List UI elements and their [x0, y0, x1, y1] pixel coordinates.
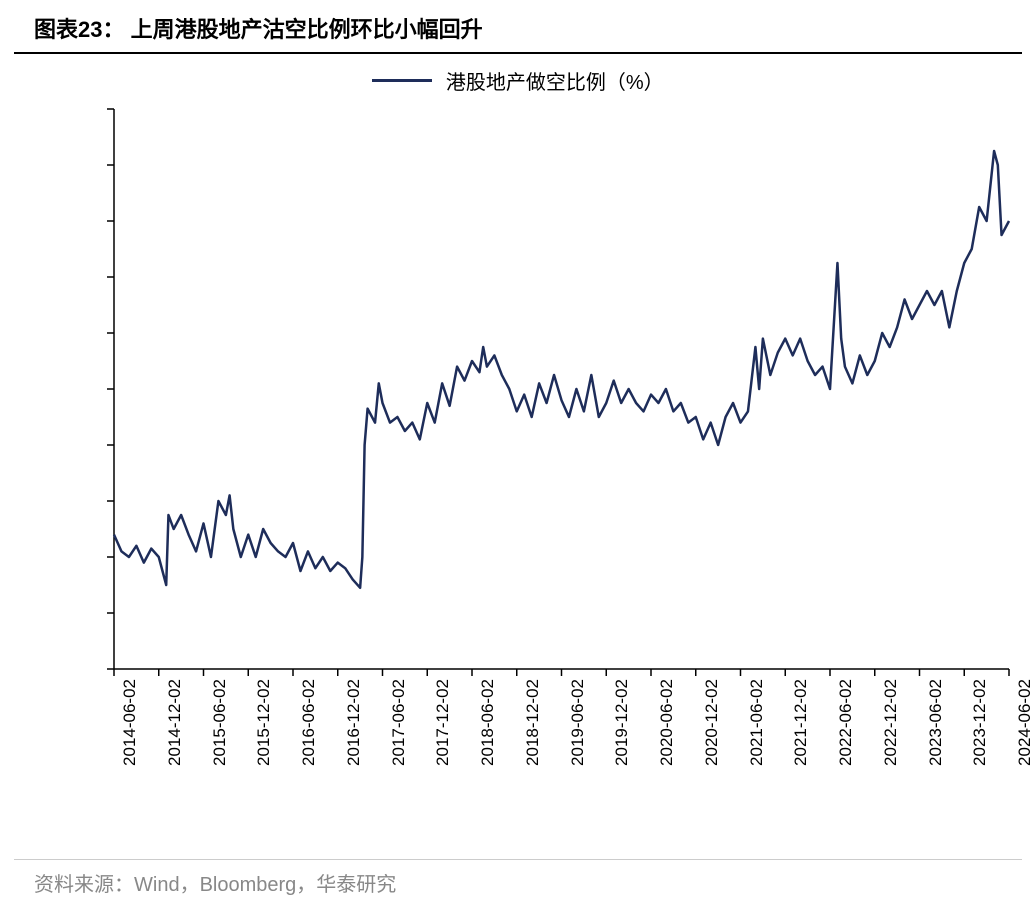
x-tick-label: 2017-06-02 [389, 679, 409, 766]
chart-container: 0.0%0.2%0.4%0.6%0.8%1.0%1.2%1.4%1.6%1.8%… [14, 99, 1022, 719]
x-tick-label: 2021-12-02 [791, 679, 811, 766]
x-tick-label: 2015-06-02 [210, 679, 230, 766]
x-tick-label: 2024-06-02 [1015, 679, 1035, 766]
x-tick-label: 2022-12-02 [881, 679, 901, 766]
x-tick-label: 2023-06-02 [926, 679, 946, 766]
y-axis-labels: 0.0%0.2%0.4%0.6%0.8%1.0%1.2%1.4%1.6%1.8%… [14, 99, 104, 719]
legend: 港股地产做空比例（%） [0, 54, 1036, 99]
x-tick-label: 2016-06-02 [299, 679, 319, 766]
x-tick-label: 2019-12-02 [612, 679, 632, 766]
legend-swatch [372, 79, 432, 82]
x-tick-label: 2021-06-02 [747, 679, 767, 766]
x-tick-label: 2018-06-02 [478, 679, 498, 766]
x-tick-label: 2020-06-02 [657, 679, 677, 766]
x-tick-label: 2022-06-02 [836, 679, 856, 766]
x-tick-label: 2017-12-02 [433, 679, 453, 766]
line-chart [14, 99, 1022, 719]
x-tick-label: 2015-12-02 [254, 679, 274, 766]
x-tick-label: 2023-12-02 [970, 679, 990, 766]
legend-label: 港股地产做空比例（%） [446, 72, 664, 94]
x-tick-label: 2016-12-02 [344, 679, 364, 766]
chart-title: 图表23： 上周港股地产沽空比例环比小幅回升 [14, 0, 1022, 54]
x-tick-label: 2014-06-02 [120, 679, 140, 766]
chart-source: 资料来源：Wind，Bloomberg，华泰研究 [14, 859, 1022, 905]
x-tick-label: 2019-06-02 [568, 679, 588, 766]
x-tick-label: 2014-12-02 [165, 679, 185, 766]
x-tick-label: 2018-12-02 [523, 679, 543, 766]
x-tick-label: 2020-12-02 [702, 679, 722, 766]
